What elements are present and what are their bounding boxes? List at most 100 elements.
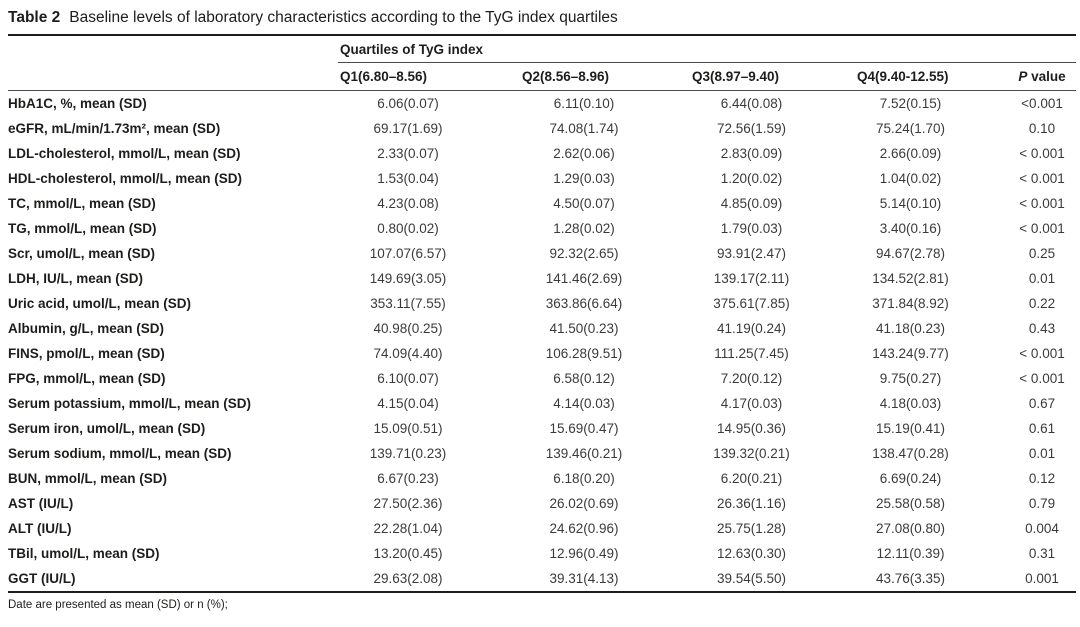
cell-q2: 24.62(0.96) (549, 521, 619, 536)
cell-q4: 7.52(0.15) (879, 96, 942, 111)
cell-q1: 22.28(1.04) (373, 521, 443, 536)
cell-q4: 2.66(0.09) (879, 146, 942, 161)
table-row: Serum sodium, mmol/L, mean (SD) 139.71(0… (8, 441, 1076, 466)
cell-pvalue: < 0.001 (1019, 196, 1065, 211)
cell-q1: 1.53(0.04) (377, 171, 439, 186)
row-label: LDH, IU/L, mean (SD) (8, 271, 144, 286)
cell-q2: 6.11(0.10) (553, 96, 615, 111)
cell-pvalue: < 0.001 (1019, 346, 1065, 361)
cell-q4: 41.18(0.23) (875, 321, 946, 336)
cell-q3: 1.79(0.03) (720, 221, 783, 236)
cell-q1: 139.71(0.23) (369, 446, 447, 461)
cell-q3: 375.61(7.85) (713, 296, 790, 311)
cell-pvalue: 0.12 (1028, 471, 1056, 486)
cell-q3: 25.75(1.28) (716, 521, 787, 536)
row-label: eGFR, mL/min/1.73m², mean (SD) (8, 121, 221, 136)
cell-q2: 6.18(0.20) (553, 471, 615, 486)
laboratory-characteristics-table: Quartiles of TyG index Q1(6.80–8.56) Q2(… (8, 34, 1077, 593)
cell-q2: 26.02(0.69) (549, 496, 619, 511)
cell-pvalue: 0.22 (1028, 296, 1056, 311)
table-row: LDL-cholesterol, mmol/L, mean (SD) 2.33(… (8, 141, 1076, 166)
column-header-row: Q1(6.80–8.56) Q2(8.56–8.96) Q3(8.97–9.40… (8, 62, 1077, 91)
row-label: Albumin, g/L, mean (SD) (8, 321, 165, 336)
cell-q4: 134.52(2.81) (872, 271, 949, 286)
row-label: Serum sodium, mmol/L, mean (SD) (8, 446, 232, 461)
cell-q1: 15.09(0.51) (373, 421, 443, 436)
cell-q1: 40.98(0.25) (373, 321, 443, 336)
cell-q2: 6.58(0.12) (553, 371, 615, 386)
cell-q1: 13.20(0.45) (373, 546, 443, 561)
cell-q4: 12.11(0.39) (876, 546, 945, 561)
cell-q1: 6.06(0.07) (377, 96, 439, 111)
cell-q4: 9.75(0.27) (879, 371, 942, 386)
empty-corner-cell (8, 35, 338, 63)
cell-q3: 139.32(0.21) (713, 446, 790, 461)
table-row: TC, mmol/L, mean (SD) 4.23(0.08) 4.50(0.… (8, 191, 1076, 216)
cell-pvalue: 0.79 (1028, 496, 1056, 511)
cell-q3: 2.83(0.09) (720, 146, 783, 161)
cell-q2: 1.29(0.03) (553, 171, 615, 186)
cell-q4: 75.24(1.70) (875, 121, 946, 136)
table-row: GGT (IU/L) 29.63(2.08) 39.31(4.13) 39.54… (8, 566, 1076, 592)
table-row: TG, mmol/L, mean (SD) 0.80(0.02) 1.28(0.… (8, 216, 1076, 241)
cell-q3: 4.85(0.09) (720, 196, 783, 211)
cell-q3: 1.20(0.02) (720, 171, 783, 186)
row-label: BUN, mmol/L, mean (SD) (8, 471, 168, 486)
cell-q2: 139.46(0.21) (545, 446, 623, 461)
column-group-header: Quartiles of TyG index (338, 35, 1077, 63)
table-title: Baseline levels of laboratory characteri… (69, 9, 618, 26)
cell-q1: 29.63(2.08) (373, 571, 443, 586)
cell-q2: 74.08(1.74) (549, 121, 619, 136)
col-header-pvalue: P value (1008, 62, 1077, 91)
cell-q2: 41.50(0.23) (549, 321, 619, 336)
cell-pvalue: < 0.001 (1019, 171, 1065, 186)
cell-q2: 1.28(0.02) (553, 221, 615, 236)
table-row: FINS, pmol/L, mean (SD) 74.09(4.40) 106.… (8, 341, 1076, 366)
table-body: HbA1C, %, mean (SD) 6.06(0.07) 6.11(0.10… (8, 91, 1076, 593)
table-row: FPG, mmol/L, mean (SD) 6.10(0.07) 6.58(0… (8, 366, 1076, 391)
row-label: Scr, umol/L, mean (SD) (8, 246, 156, 261)
cell-q4: 138.47(0.28) (872, 446, 949, 461)
row-label: FPG, mmol/L, mean (SD) (8, 371, 166, 386)
table-row: BUN, mmol/L, mean (SD) 6.67(0.23) 6.18(0… (8, 466, 1076, 491)
row-label: GGT (IU/L) (8, 571, 76, 586)
table-row: HDL-cholesterol, mmol/L, mean (SD) 1.53(… (8, 166, 1076, 191)
cell-q4: 5.14(0.10) (879, 196, 942, 211)
cell-q2: 39.31(4.13) (549, 571, 619, 586)
cell-pvalue: <0.001 (1021, 96, 1063, 111)
cell-pvalue: < 0.001 (1019, 146, 1065, 161)
cell-q3: 26.36(1.16) (716, 496, 787, 511)
row-label: Serum iron, umol/L, mean (SD) (8, 421, 206, 436)
table-row: AST (IU/L) 27.50(2.36) 26.02(0.69) 26.36… (8, 491, 1076, 516)
cell-q1: 353.11(7.55) (370, 296, 446, 311)
row-label: HDL-cholesterol, mmol/L, mean (SD) (8, 171, 243, 186)
cell-q4: 94.67(2.78) (875, 246, 946, 261)
cell-q1: 27.50(2.36) (373, 496, 443, 511)
cell-q1: 0.80(0.02) (377, 221, 439, 236)
cell-q1: 6.67(0.23) (377, 471, 439, 486)
table-row: TBil, umol/L, mean (SD) 13.20(0.45) 12.9… (8, 541, 1076, 566)
row-label: LDL-cholesterol, mmol/L, mean (SD) (8, 146, 241, 161)
cell-q2: 363.86(6.64) (545, 296, 623, 311)
row-label: TC, mmol/L, mean (SD) (8, 196, 156, 211)
cell-pvalue: 0.31 (1028, 546, 1056, 561)
cell-q1: 74.09(4.40) (373, 346, 443, 361)
cell-q3: 6.20(0.21) (720, 471, 783, 486)
cell-q4: 371.84(8.92) (872, 296, 949, 311)
cell-q3: 39.54(5.50) (716, 571, 787, 586)
cell-q2: 141.46(2.69) (545, 271, 623, 286)
cell-q2: 12.96(0.49) (549, 546, 619, 561)
cell-q4: 15.19(0.41) (875, 421, 946, 436)
cell-q4: 4.18(0.03) (879, 396, 942, 411)
cell-q1: 2.33(0.07) (377, 146, 439, 161)
table-row: Uric acid, umol/L, mean (SD) 353.11(7.55… (8, 291, 1076, 316)
cell-q3: 4.17(0.03) (720, 396, 783, 411)
col-header-q2: Q2(8.56–8.96) (520, 62, 690, 91)
cell-pvalue: 0.01 (1028, 271, 1056, 286)
cell-q3: 41.19(0.24) (716, 321, 787, 336)
row-label: TG, mmol/L, mean (SD) (8, 221, 157, 236)
cell-q1: 69.17(1.69) (373, 121, 443, 136)
row-label: Serum potassium, mmol/L, mean (SD) (8, 396, 252, 411)
col-header-q1: Q1(6.80–8.56) (338, 62, 520, 91)
